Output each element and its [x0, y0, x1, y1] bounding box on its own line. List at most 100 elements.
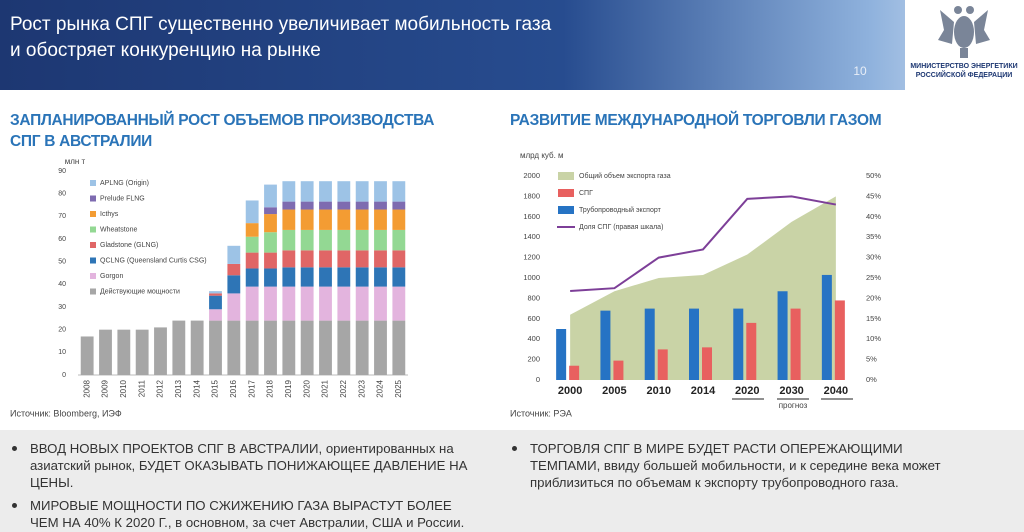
- bar-segment: [300, 286, 314, 321]
- bar-segment: [300, 181, 314, 202]
- y2-tick-label: 45%: [866, 191, 881, 200]
- legend-swatch: [558, 206, 574, 214]
- y2-tick-label: 10%: [866, 334, 881, 343]
- bar-segment: [264, 252, 277, 269]
- x-tick-label: 2012: [156, 379, 165, 397]
- title-line: Рост рынка СПГ существенно увеличивает м…: [10, 14, 552, 35]
- x-tick-label: 2011: [137, 379, 146, 397]
- bar-segment: [319, 286, 332, 321]
- bar-segment: [99, 329, 112, 375]
- bar: [689, 308, 699, 380]
- bar-segment: [392, 250, 406, 268]
- bar-segment: [300, 201, 314, 210]
- bullet: ВВОД НОВЫХ ПРОЕКТОВ СПГ В АВСТРАЛИИ, ори…: [10, 440, 480, 491]
- line: [570, 195, 837, 293]
- bar-segment: [337, 181, 351, 202]
- bar-segment: [245, 236, 259, 253]
- legend-swatch: [90, 211, 96, 217]
- bar-segment: [245, 268, 259, 287]
- y-tick-label: 200: [527, 355, 540, 364]
- x-tick-label: 2030: [779, 385, 803, 397]
- bar-segment: [337, 201, 351, 210]
- bar: [702, 347, 712, 380]
- x-tick-label: 2000: [558, 385, 582, 397]
- bar-segment: [319, 250, 332, 268]
- bar-segment: [282, 209, 296, 230]
- bar-segment: [282, 181, 296, 202]
- legend-swatch: [90, 226, 96, 233]
- bar-segment: [227, 275, 241, 294]
- bar-segment: [264, 320, 277, 375]
- legend-label: Gladstone (GLNG): [100, 242, 158, 249]
- annotation: прогноз: [779, 401, 808, 410]
- bar-segment: [264, 232, 277, 253]
- bar-segment: [374, 181, 387, 202]
- bar-segment: [337, 267, 351, 287]
- y2-tick-label: 40%: [866, 212, 881, 221]
- ministry-line: МИНИСТЕРСТВО ЭНЕРГЕТИКИ: [910, 63, 1017, 70]
- legend-swatch: [558, 172, 574, 180]
- bar-segment: [374, 229, 387, 251]
- area: [570, 196, 836, 380]
- source: Источник: РЭА: [510, 408, 572, 418]
- bar: [790, 308, 801, 380]
- bar: [746, 322, 757, 380]
- bar-segment: [355, 209, 369, 230]
- x-tick-label: 2020: [302, 379, 311, 397]
- bar-segment: [392, 201, 406, 210]
- x-tick-label: 2020: [735, 385, 759, 397]
- bar-segment: [282, 320, 296, 375]
- bar-segment: [282, 286, 296, 321]
- bar-segment: [245, 252, 259, 269]
- bar-segment: [227, 320, 241, 375]
- bar: [569, 365, 580, 380]
- bar-segment: [245, 223, 259, 237]
- bar-segment: [392, 267, 406, 287]
- legend-label: Icthys: [100, 211, 119, 218]
- header-bg: [0, 0, 1024, 90]
- bar-segment: [300, 229, 314, 251]
- x-tick-label: 2008: [82, 379, 91, 397]
- source: Источник: Bloomberg, ИЭФ: [10, 408, 122, 418]
- x-tick-label: 2018: [266, 379, 275, 397]
- y2-tick-label: 35%: [866, 232, 881, 241]
- x-tick-label: 2022: [339, 379, 348, 397]
- bar: [777, 291, 788, 380]
- bar-segment: [282, 201, 296, 210]
- y-tick-label: 0: [536, 375, 540, 384]
- bullets-right: ТОРГОВЛЯ СПГ В МИРЕ БУДЕТ РАСТИ ОПЕРЕЖАЮ…: [510, 440, 950, 497]
- bar-segment: [209, 309, 222, 321]
- x-tick-label: 2013: [174, 379, 183, 397]
- ministry-line: РОССИЙСКОЙ ФЕДЕРАЦИИ: [916, 70, 1013, 79]
- bar: [600, 310, 611, 380]
- bar-segment: [392, 229, 406, 251]
- legend-label: Общий объем экспорта газа: [579, 172, 671, 180]
- y-tick-label: 50: [58, 259, 66, 266]
- y-tick-label: 2000: [523, 171, 540, 180]
- bar-segment: [154, 327, 167, 375]
- bar-segment: [264, 207, 277, 215]
- legend-label: Wheatstone: [100, 226, 137, 233]
- bar-segment: [319, 209, 332, 230]
- bar-segment: [337, 250, 351, 268]
- bar-segment: [319, 181, 332, 202]
- legend-label: Трубопроводный экспорт: [579, 206, 662, 214]
- legend-label: APLNG (Origin): [100, 180, 149, 187]
- bar-segment: [355, 267, 369, 287]
- bar: [613, 360, 624, 380]
- bar-segment: [392, 209, 406, 230]
- x-tick-label: 2010: [119, 379, 128, 397]
- bullets-left: ВВОД НОВЫХ ПРОЕКТОВ СПГ В АВСТРАЛИИ, ори…: [10, 440, 480, 532]
- y2-tick-label: 15%: [866, 314, 881, 323]
- bar-segment: [227, 293, 241, 321]
- y-axis-label: млрд куб. м: [520, 151, 564, 160]
- bar-segment: [374, 267, 387, 287]
- bar-segment: [337, 286, 351, 321]
- y2-tick-label: 20%: [866, 293, 881, 302]
- bar-segment: [282, 229, 296, 251]
- x-tick-label: 2023: [357, 379, 366, 397]
- bar-segment: [374, 320, 387, 375]
- bar-segment: [190, 320, 204, 375]
